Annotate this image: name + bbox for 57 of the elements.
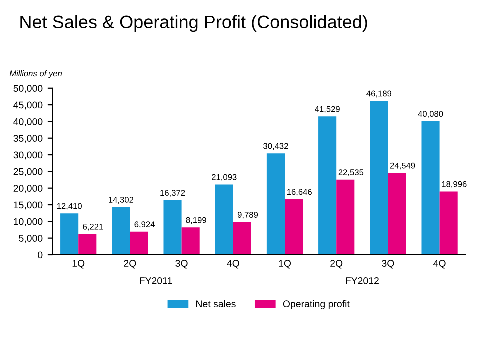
y-tick-label: 45,000 (14, 102, 43, 110)
data-label: 9,789 (238, 212, 258, 219)
y-tick-label: 5,000 (19, 235, 43, 244)
x-tick-label: 1Q (72, 260, 85, 269)
data-label: 16,646 (287, 189, 312, 196)
bar (318, 116, 337, 255)
data-label: 14,302 (109, 197, 134, 204)
bar (370, 101, 388, 255)
data-label: 40,080 (418, 111, 444, 118)
y-tick-label: 50,000 (14, 85, 43, 94)
data-label: 16,372 (160, 190, 186, 198)
bar (182, 228, 200, 255)
data-label: 6,924 (134, 222, 155, 228)
bar (78, 234, 97, 255)
y-tick-label: 40,000 (14, 118, 43, 126)
y-tick-label: 35,000 (14, 135, 43, 144)
bar (164, 200, 182, 255)
y-tick-label: 15,000 (14, 202, 43, 210)
data-label: 8,199 (186, 217, 206, 224)
x-tick-label: 3Q (176, 260, 188, 269)
data-label: 24,549 (390, 162, 416, 170)
bar (233, 222, 252, 255)
legend-label: Net sales (196, 300, 236, 308)
bar (112, 207, 130, 255)
bar (388, 173, 406, 255)
x-tick-label: 2Q (124, 260, 136, 269)
y-tick-label: 20,000 (14, 185, 43, 194)
y-tick-label: 30,000 (14, 152, 43, 160)
data-label: 18,996 (442, 181, 467, 188)
y-tick-label: 0 (38, 252, 43, 259)
legend-label: Operating profit (283, 300, 350, 310)
bar (130, 232, 148, 255)
text: FY2011 (140, 277, 172, 284)
bar (336, 180, 355, 255)
bar (422, 121, 440, 255)
y-axis-title: Millions of yen (10, 70, 62, 78)
y-tick-label: 10,000 (14, 218, 43, 226)
bar (440, 192, 458, 255)
data-label: 6,221 (83, 224, 104, 231)
y-tick-label: 25,000 (14, 168, 43, 176)
bar (266, 154, 285, 255)
bar (215, 184, 234, 255)
data-label: 41,529 (315, 106, 340, 114)
text: FY2012 (346, 277, 379, 284)
bar (60, 214, 79, 255)
data-label: 21,093 (212, 174, 237, 182)
x-tick-label: 2Q (330, 260, 343, 269)
x-tick-label: 3Q (382, 260, 394, 269)
data-label: 22,535 (338, 170, 364, 176)
x-tick-label: 4Q (227, 260, 240, 269)
bar (285, 200, 304, 255)
x-tick-label: 4Q (434, 260, 446, 269)
x-tick-label: 1Q (279, 260, 292, 269)
data-label: 12,410 (57, 203, 82, 210)
chart-title: Net Sales & Operating Profit (Consolidated) (20, 15, 368, 32)
data-label: 30,432 (264, 143, 288, 150)
data-label: 46,189 (366, 90, 392, 98)
